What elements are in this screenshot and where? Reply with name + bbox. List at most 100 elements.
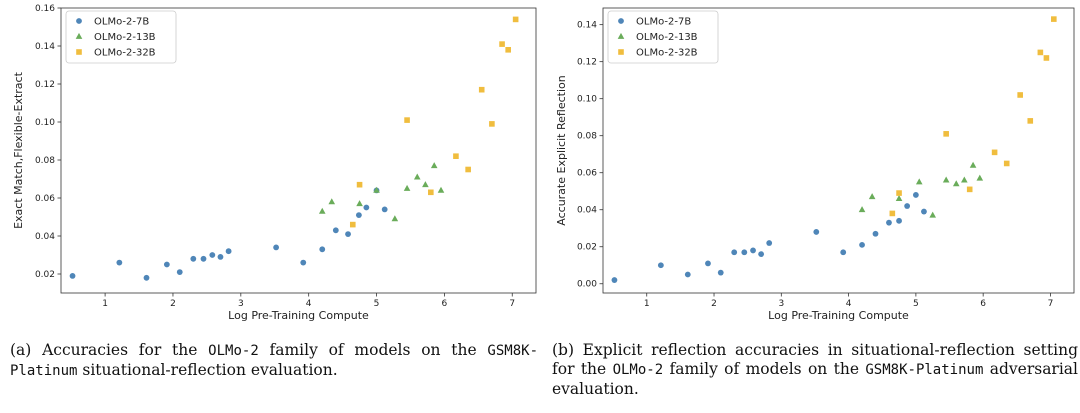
caption-a-model-family: OLMo-2 xyxy=(208,343,259,359)
chart-b-ytick-label: 0.08 xyxy=(577,132,597,142)
chart-b-ytick-label: 0.04 xyxy=(577,206,597,216)
chart-a-point-olmo-2-7b xyxy=(116,259,123,266)
chart-b-xtick-label: 2 xyxy=(711,299,717,309)
chart-a-point-olmo-2-32b xyxy=(428,189,434,196)
caption-a-suffix: situational-reflection evaluation. xyxy=(77,361,338,379)
chart-b-xtick-label: 5 xyxy=(913,299,919,309)
chart-a-ytick-label: 0.04 xyxy=(35,232,55,242)
chart-b-point-olmo-2-7b xyxy=(912,192,919,198)
chart-b-legend-marker xyxy=(618,49,624,55)
chart-a-xtick-label: 4 xyxy=(306,299,312,309)
chart-a-point-olmo-2-32b xyxy=(499,41,505,47)
chart-a-legend-box xyxy=(65,10,177,64)
chart-b-legend-label: OLMo-2-32B xyxy=(636,48,698,59)
chart-b-ytick-label: 0.14 xyxy=(577,21,597,31)
chart-a-ytick-label: 0.08 xyxy=(35,156,55,166)
chart-b-ytick-label: 0.06 xyxy=(577,169,597,179)
chart-a-point-olmo-2-13b xyxy=(430,162,438,169)
chart-b-point-olmo-2-32b xyxy=(1043,55,1050,61)
chart-a-point-olmo-2-32b xyxy=(489,121,495,127)
chart-b-point-olmo-2-32b xyxy=(943,131,949,137)
chart-a-ytick-label: 0.16 xyxy=(35,4,55,14)
chart-b-xtick-label: 1 xyxy=(644,299,650,309)
chart-b-xlabel: Log Pre-Training Compute xyxy=(768,309,909,322)
chart-b-point-olmo-2-7b xyxy=(766,240,773,246)
chart-b-point-olmo-2-7b xyxy=(611,277,618,283)
chart-a-point-olmo-2-32b xyxy=(453,153,459,159)
chart-b-point-olmo-2-7b xyxy=(872,230,879,237)
chart-a-ytick-label: 0.06 xyxy=(35,194,55,204)
chart-a-point-olmo-2-13b xyxy=(437,186,445,193)
chart-b-point-olmo-2-32b xyxy=(889,210,896,217)
chart-b-point-olmo-2-13b xyxy=(942,176,950,183)
chart-b-ylabel: Accurate Explicit Reflection xyxy=(555,75,568,225)
chart-a-point-olmo-2-7b xyxy=(69,273,76,279)
chart-b-point-olmo-2-13b xyxy=(976,174,984,181)
caption-b-benchmark: GSM8K-Platinum xyxy=(865,362,984,378)
chart-b-legend-box xyxy=(607,10,719,64)
chart-a-point-olmo-2-32b xyxy=(512,16,519,23)
chart-b-legend-marker xyxy=(617,32,625,39)
chart-b-point-olmo-2-7b xyxy=(750,247,756,254)
chart-a-point-olmo-2-7b xyxy=(200,255,207,262)
chart-a-legend-label: OLMo-2-32B xyxy=(94,48,156,59)
chart-b-point-olmo-2-32b xyxy=(1051,16,1057,22)
chart-b-point-olmo-2-32b xyxy=(1027,118,1034,124)
chart-a-legend-label: OLMo-2-13B xyxy=(94,32,156,43)
chart-a-point-olmo-2-13b xyxy=(328,198,336,205)
chart-a-xtick-label: 1 xyxy=(102,299,108,309)
chart-b-xtick-label: 3 xyxy=(778,299,784,309)
chart-a-point-olmo-2-13b xyxy=(403,184,411,191)
chart-a-point-olmo-2-7b xyxy=(332,227,339,234)
chart-a-point-olmo-2-7b xyxy=(345,231,351,238)
caption-a-prefix: (a) Accuracies for the xyxy=(10,341,209,359)
chart-b-point-olmo-2-13b xyxy=(969,161,977,168)
chart-b-point-olmo-2-7b xyxy=(705,260,711,267)
chart-b-point-olmo-2-7b xyxy=(731,249,738,256)
chart-b-point-olmo-2-7b xyxy=(717,269,724,276)
chart-b-point-olmo-2-7b xyxy=(684,271,691,278)
chart-a-xtick-label: 2 xyxy=(170,299,176,309)
chart-b-point-olmo-2-7b xyxy=(896,217,902,224)
chart-b-point-olmo-2-13b xyxy=(929,211,936,218)
caption-a-benchmark: GSM8K-Platinum xyxy=(10,343,538,379)
chart-b-point-olmo-2-7b xyxy=(859,241,865,248)
chart-b-point-olmo-2-32b xyxy=(1003,160,1010,167)
chart-a-xtick-label: 3 xyxy=(238,299,244,309)
chart-b-point-olmo-2-7b xyxy=(886,219,892,226)
chart-b-point-olmo-2-32b xyxy=(1017,92,1023,98)
caption-b-middle: family of models on the xyxy=(663,360,866,378)
chart-b-xtick-label: 7 xyxy=(1048,299,1054,309)
chart-a-ytick-label: 0.12 xyxy=(35,80,55,90)
chart-a-point-olmo-2-13b xyxy=(356,200,363,207)
chart-a-point-olmo-2-7b xyxy=(190,255,197,262)
chart-b-point-olmo-2-13b xyxy=(858,206,866,213)
chart-a-point-olmo-2-7b xyxy=(273,244,280,251)
chart-a-legend-label: OLMo-2-7B xyxy=(94,17,149,28)
chart-b-ytick-label: 0.12 xyxy=(577,58,597,68)
chart-a-point-olmo-2-7b xyxy=(319,246,326,253)
caption-b: (b) Explicit reflection accuracies in si… xyxy=(552,341,1078,399)
chart-a-point-olmo-2-7b xyxy=(176,269,183,275)
chart-b-point-olmo-2-13b xyxy=(915,178,923,185)
chart-a-point-olmo-2-32b xyxy=(478,86,485,93)
chart-b-point-olmo-2-7b xyxy=(758,251,765,258)
chart-b-xtick-label: 4 xyxy=(846,299,852,309)
chart-a-point-olmo-2-13b xyxy=(373,186,380,193)
chart-b-point-olmo-2-32b xyxy=(991,149,998,156)
chart-a-ylabel: Exact Match,Flexible-Extract xyxy=(12,71,25,229)
chart-a-legend-marker xyxy=(76,18,82,24)
chart-a-xtick-label: 5 xyxy=(374,299,380,309)
chart-a-point-olmo-2-32b xyxy=(356,181,363,188)
chart-a-point-olmo-2-7b xyxy=(143,274,150,281)
caption-b-model-family: OLMo-2 xyxy=(612,362,664,378)
chart-a-ytick-label: 0.10 xyxy=(35,118,55,128)
chart-b-xtick-label: 6 xyxy=(980,299,986,309)
chart-b-point-olmo-2-7b xyxy=(813,229,820,235)
caption-b-prefix: (b) Explicit reflection accuracies in si… xyxy=(552,341,1078,378)
chart-b-ytick-label: 0.02 xyxy=(577,243,597,253)
chart-b-legend-label: OLMo-2-13B xyxy=(636,32,698,43)
chart-a-xtick-label: 7 xyxy=(509,299,515,309)
caption-b-suffix: adversarial evaluation. xyxy=(552,360,1078,398)
chart-b-legend-marker xyxy=(618,18,624,24)
